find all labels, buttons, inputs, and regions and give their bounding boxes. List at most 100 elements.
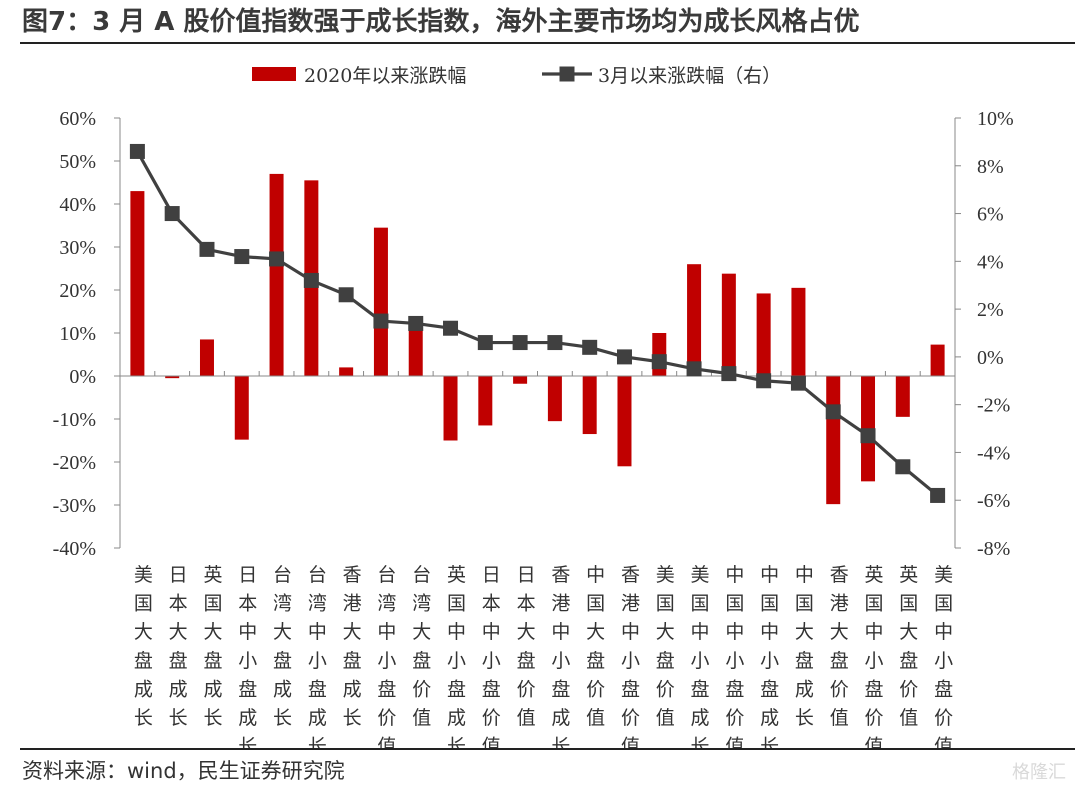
bar — [513, 376, 528, 384]
category-label: 中国中小盘价值 — [725, 564, 744, 750]
watermark: 格隆汇 — [1012, 762, 1066, 783]
left-tick-label: -20% — [53, 452, 96, 474]
line-marker — [825, 404, 841, 420]
line-marker — [477, 335, 493, 351]
bar — [547, 376, 562, 422]
left-tick-label: 30% — [59, 237, 96, 259]
title-rule — [20, 42, 1075, 44]
category-label: 台湾中小盘价值 — [377, 564, 396, 750]
bar — [826, 376, 841, 505]
line-marker — [582, 339, 598, 355]
right-tick-label: 2% — [977, 299, 1004, 321]
bar — [687, 264, 702, 376]
category-labels: 美国大盘成长日本大盘成长英国大盘成长日本中小盘成长台湾大盘成长台湾中小盘成长香港… — [134, 564, 953, 750]
line-marker — [234, 249, 250, 265]
bar — [408, 324, 423, 376]
line-series — [129, 143, 946, 503]
bar — [756, 293, 771, 376]
zero-line — [119, 371, 956, 377]
left-tick-label: 60% — [59, 108, 96, 130]
source-note: 资料来源：wind，民生证券研究院 — [22, 759, 345, 783]
category-label: 中国中小盘成长 — [760, 564, 779, 750]
chart-title: 图7：3 月 A 股价值指数强于成长指数，海外主要市场均为成长风格占优 — [22, 7, 860, 37]
category-label: 日本中小盘价值 — [482, 564, 501, 750]
legend-bar-label: 2020年以来涨跌幅 — [304, 65, 466, 87]
category-label: 英国大盘成长 — [203, 564, 222, 729]
line-marker — [129, 143, 145, 159]
right-tick-label: 6% — [977, 204, 1004, 226]
bar — [791, 287, 806, 376]
left-tick-label: 0% — [69, 366, 96, 388]
line-marker — [547, 335, 563, 351]
bar — [165, 376, 180, 379]
line-path — [135, 150, 939, 497]
line-marker — [303, 272, 319, 288]
category-label: 英国中小盘价值 — [865, 564, 884, 750]
line-marker — [651, 354, 667, 370]
category-label: 美国大盘价值 — [656, 564, 675, 729]
legend-line-marker — [559, 66, 575, 82]
legend-bar-swatch — [252, 67, 296, 81]
chart-svg: 2020年以来涨跌幅 3月以来涨跌幅（右） -40% -30% -20% -10% 0% 1… — [53, 65, 1014, 750]
category-label: 英国大盘价值 — [899, 564, 918, 729]
line-marker — [408, 315, 424, 331]
bar — [582, 376, 597, 435]
category-label: 香港中小盘价值 — [621, 564, 640, 750]
line-marker — [199, 241, 215, 257]
bar — [930, 344, 945, 376]
bar — [130, 191, 145, 376]
category-label: 台湾中小盘成长 — [308, 564, 327, 750]
category-label: 台湾大盘价值 — [412, 564, 431, 729]
category-label: 中国大盘成长 — [795, 564, 814, 729]
left-axis: -40% -30% -20% -10% 0% 10% 20% 30% 40% 50% 60% — [53, 108, 121, 560]
right-tick-label: 10% — [977, 108, 1014, 130]
left-tick-label: 40% — [59, 194, 96, 216]
line-marker — [860, 428, 876, 444]
line-marker — [338, 287, 354, 303]
bar — [269, 173, 284, 376]
left-tick-label: 10% — [59, 323, 96, 345]
category-label: 香港大盘成长 — [343, 564, 362, 729]
category-label: 中国大盘价值 — [586, 564, 605, 729]
right-tick-label: 8% — [977, 156, 1004, 178]
bottom-rule — [20, 748, 1075, 750]
left-tick-label: -10% — [53, 409, 96, 431]
bar — [199, 339, 214, 376]
category-label: 美国大盘成长 — [134, 564, 153, 729]
line-marker — [269, 251, 285, 267]
bar — [443, 376, 458, 441]
right-tick-label: -4% — [977, 442, 1010, 464]
line-marker — [616, 349, 632, 365]
category-label: 日本中小盘成长 — [238, 564, 257, 750]
category-label: 香港中小盘成长 — [551, 564, 570, 750]
category-label: 美国中小盘价值 — [934, 564, 953, 750]
line-marker — [930, 487, 946, 503]
left-tick-label: -30% — [53, 495, 96, 517]
line-marker — [512, 335, 528, 351]
line-marker — [373, 313, 389, 329]
right-tick-label: 0% — [977, 347, 1004, 369]
bar — [617, 376, 632, 467]
category-label: 日本大盘价值 — [517, 564, 536, 729]
left-tick-label: 20% — [59, 280, 96, 302]
category-label: 日本大盘成长 — [169, 564, 188, 729]
line-marker — [164, 206, 180, 222]
bar-series — [130, 173, 945, 505]
bar — [339, 367, 354, 376]
bar — [478, 376, 493, 426]
category-label: 美国中小盘成长 — [691, 564, 710, 750]
bar — [234, 376, 249, 440]
line-marker — [756, 373, 772, 389]
bar — [373, 227, 388, 376]
category-label: 台湾大盘成长 — [273, 564, 292, 729]
category-label: 香港大盘价值 — [830, 564, 849, 729]
right-axis: -8% -6% -4% -2% 0% 2% 4% 6% 8% 10% — [954, 108, 1014, 560]
bar — [721, 273, 736, 376]
line-marker — [686, 361, 702, 377]
bar — [895, 376, 910, 417]
legend: 2020年以来涨跌幅 3月以来涨跌幅（右） — [252, 65, 781, 87]
right-tick-label: 4% — [977, 251, 1004, 273]
category-label: 英国中小盘成长 — [447, 564, 466, 750]
line-marker — [721, 366, 737, 382]
line-marker — [790, 375, 806, 391]
